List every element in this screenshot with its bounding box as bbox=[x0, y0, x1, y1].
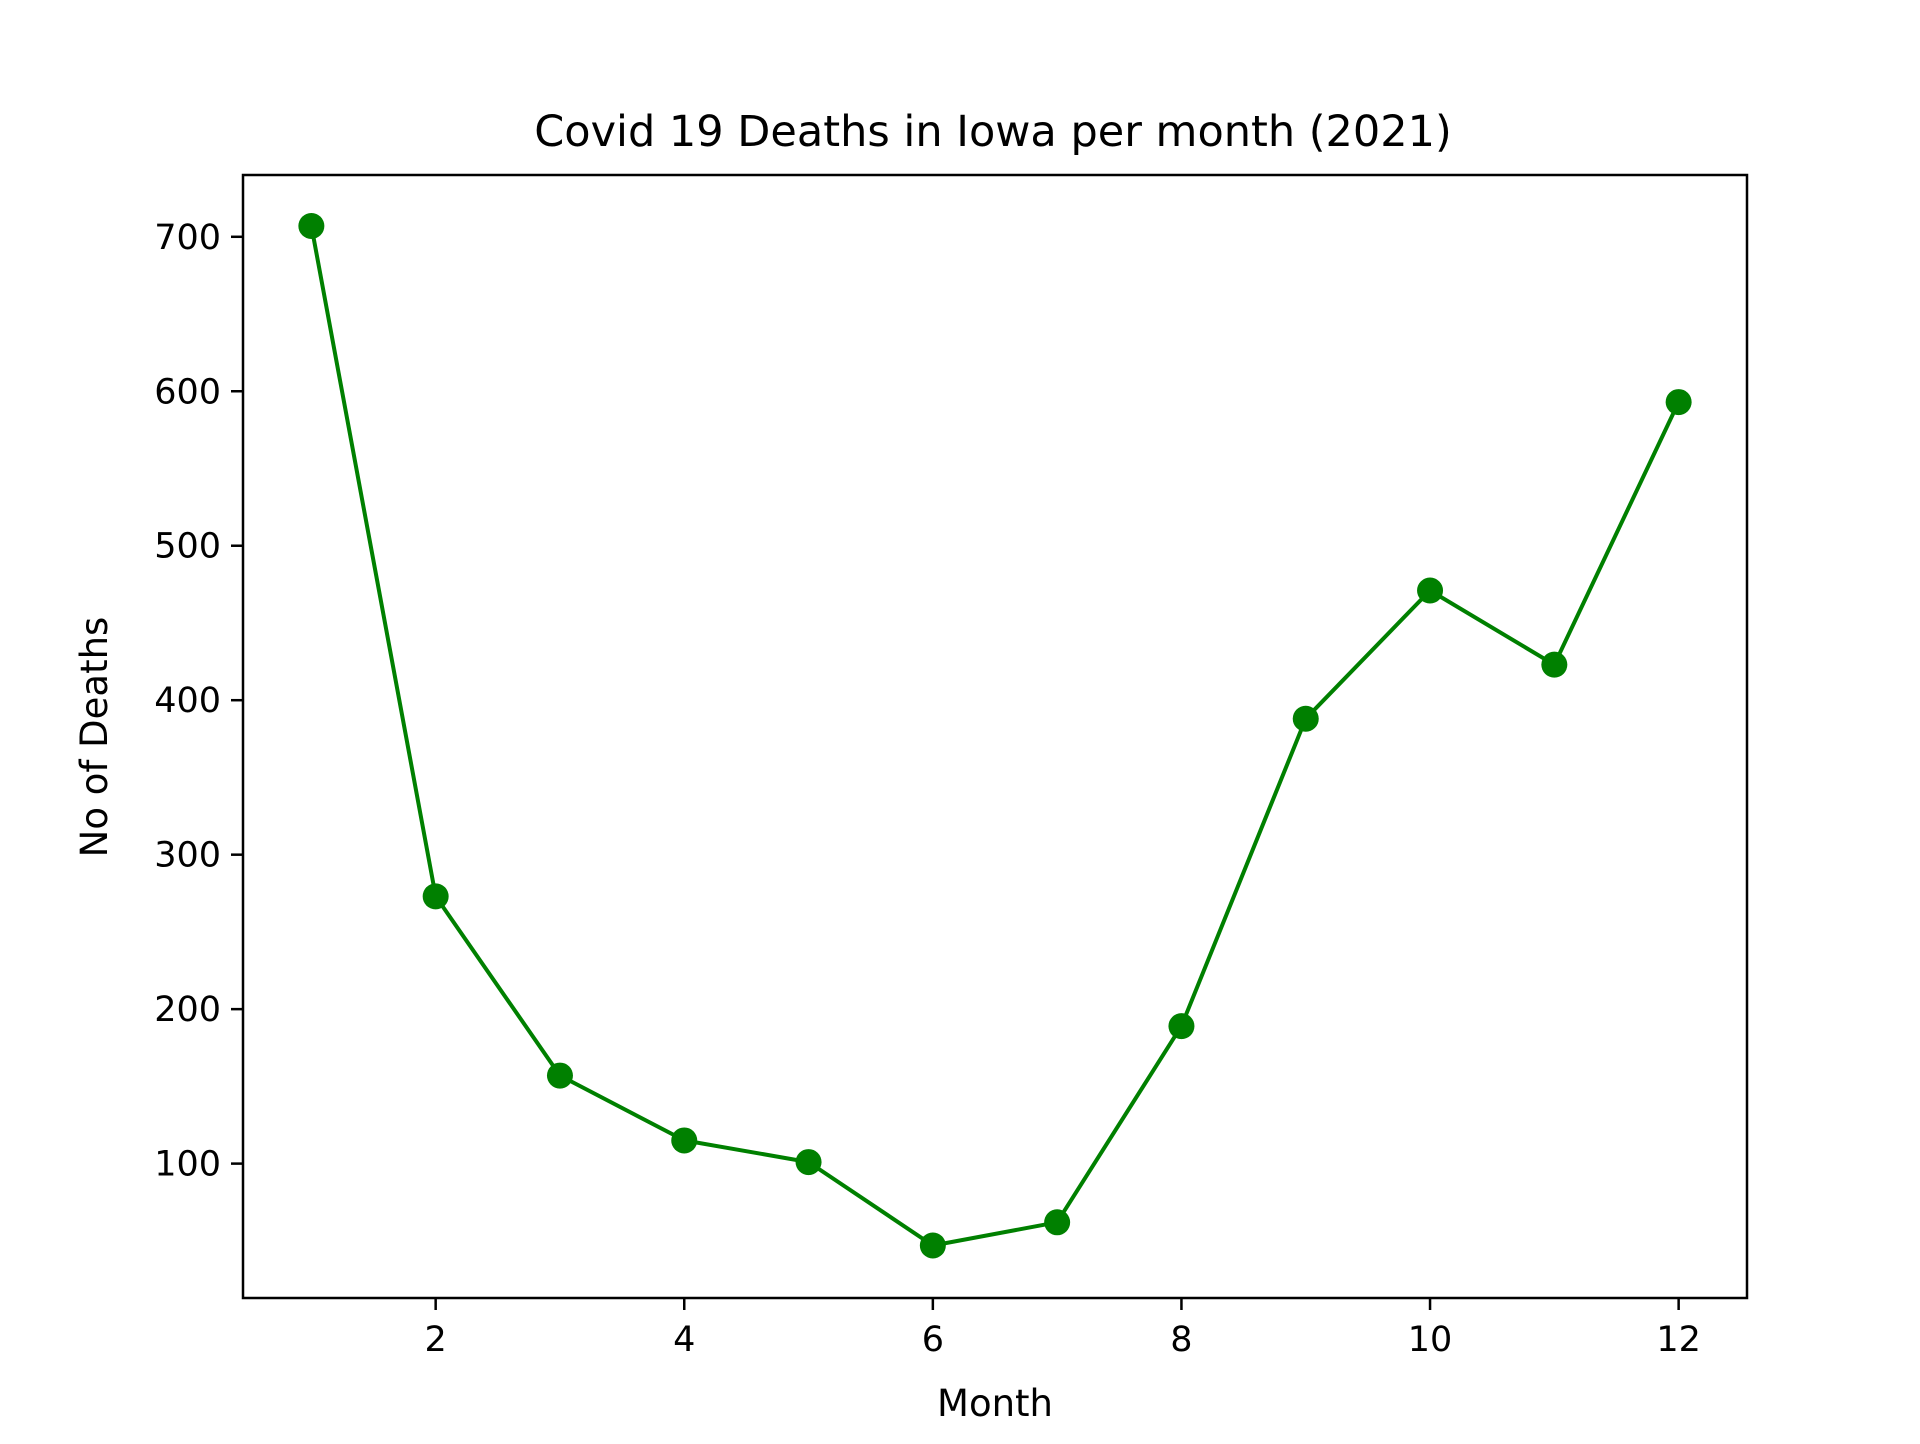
data-point bbox=[1665, 389, 1692, 416]
chart-title: Covid 19 Deaths in Iowa per month (2021) bbox=[534, 107, 1452, 157]
data-point bbox=[1168, 1013, 1195, 1040]
y-tick-label: 300 bbox=[154, 836, 221, 876]
plot-frame bbox=[241, 173, 1749, 1300]
x-tick-label: 4 bbox=[673, 1320, 695, 1360]
y-tick-label: 600 bbox=[154, 372, 221, 412]
data-point bbox=[1417, 577, 1444, 604]
x-tick-label: 12 bbox=[1656, 1320, 1701, 1360]
x-tick-label: 2 bbox=[425, 1320, 447, 1360]
series-layer bbox=[298, 212, 1692, 1259]
x-tick-label: 10 bbox=[1408, 1320, 1453, 1360]
x-tick-label: 6 bbox=[922, 1320, 944, 1360]
data-point bbox=[298, 212, 325, 239]
x-axis: 2 4 6 8 10 12 bbox=[425, 1298, 1701, 1360]
x-axis-label: Month bbox=[937, 1382, 1053, 1425]
y-tick-label: 100 bbox=[154, 1145, 221, 1185]
y-axis: 100 200 300 400 500 600 700 bbox=[154, 218, 243, 1185]
x-tick-label: 8 bbox=[1170, 1320, 1192, 1360]
y-tick-label: 700 bbox=[154, 218, 221, 258]
y-tick-label: 500 bbox=[154, 527, 221, 567]
data-point bbox=[795, 1149, 822, 1176]
data-point bbox=[919, 1232, 946, 1259]
y-axis-label: No of Deaths bbox=[73, 617, 116, 858]
y-tick-label: 200 bbox=[154, 990, 221, 1030]
data-point bbox=[671, 1127, 698, 1154]
plot-area: 2 4 6 8 10 12 100 200 300 400 500 600 700 bbox=[154, 173, 1749, 1360]
series-line bbox=[309, 225, 1681, 1248]
data-point bbox=[1044, 1209, 1071, 1236]
data-point bbox=[1292, 705, 1319, 732]
y-tick-label: 400 bbox=[154, 681, 221, 721]
data-point bbox=[422, 883, 449, 910]
data-point bbox=[1541, 651, 1568, 678]
data-point bbox=[546, 1062, 573, 1089]
